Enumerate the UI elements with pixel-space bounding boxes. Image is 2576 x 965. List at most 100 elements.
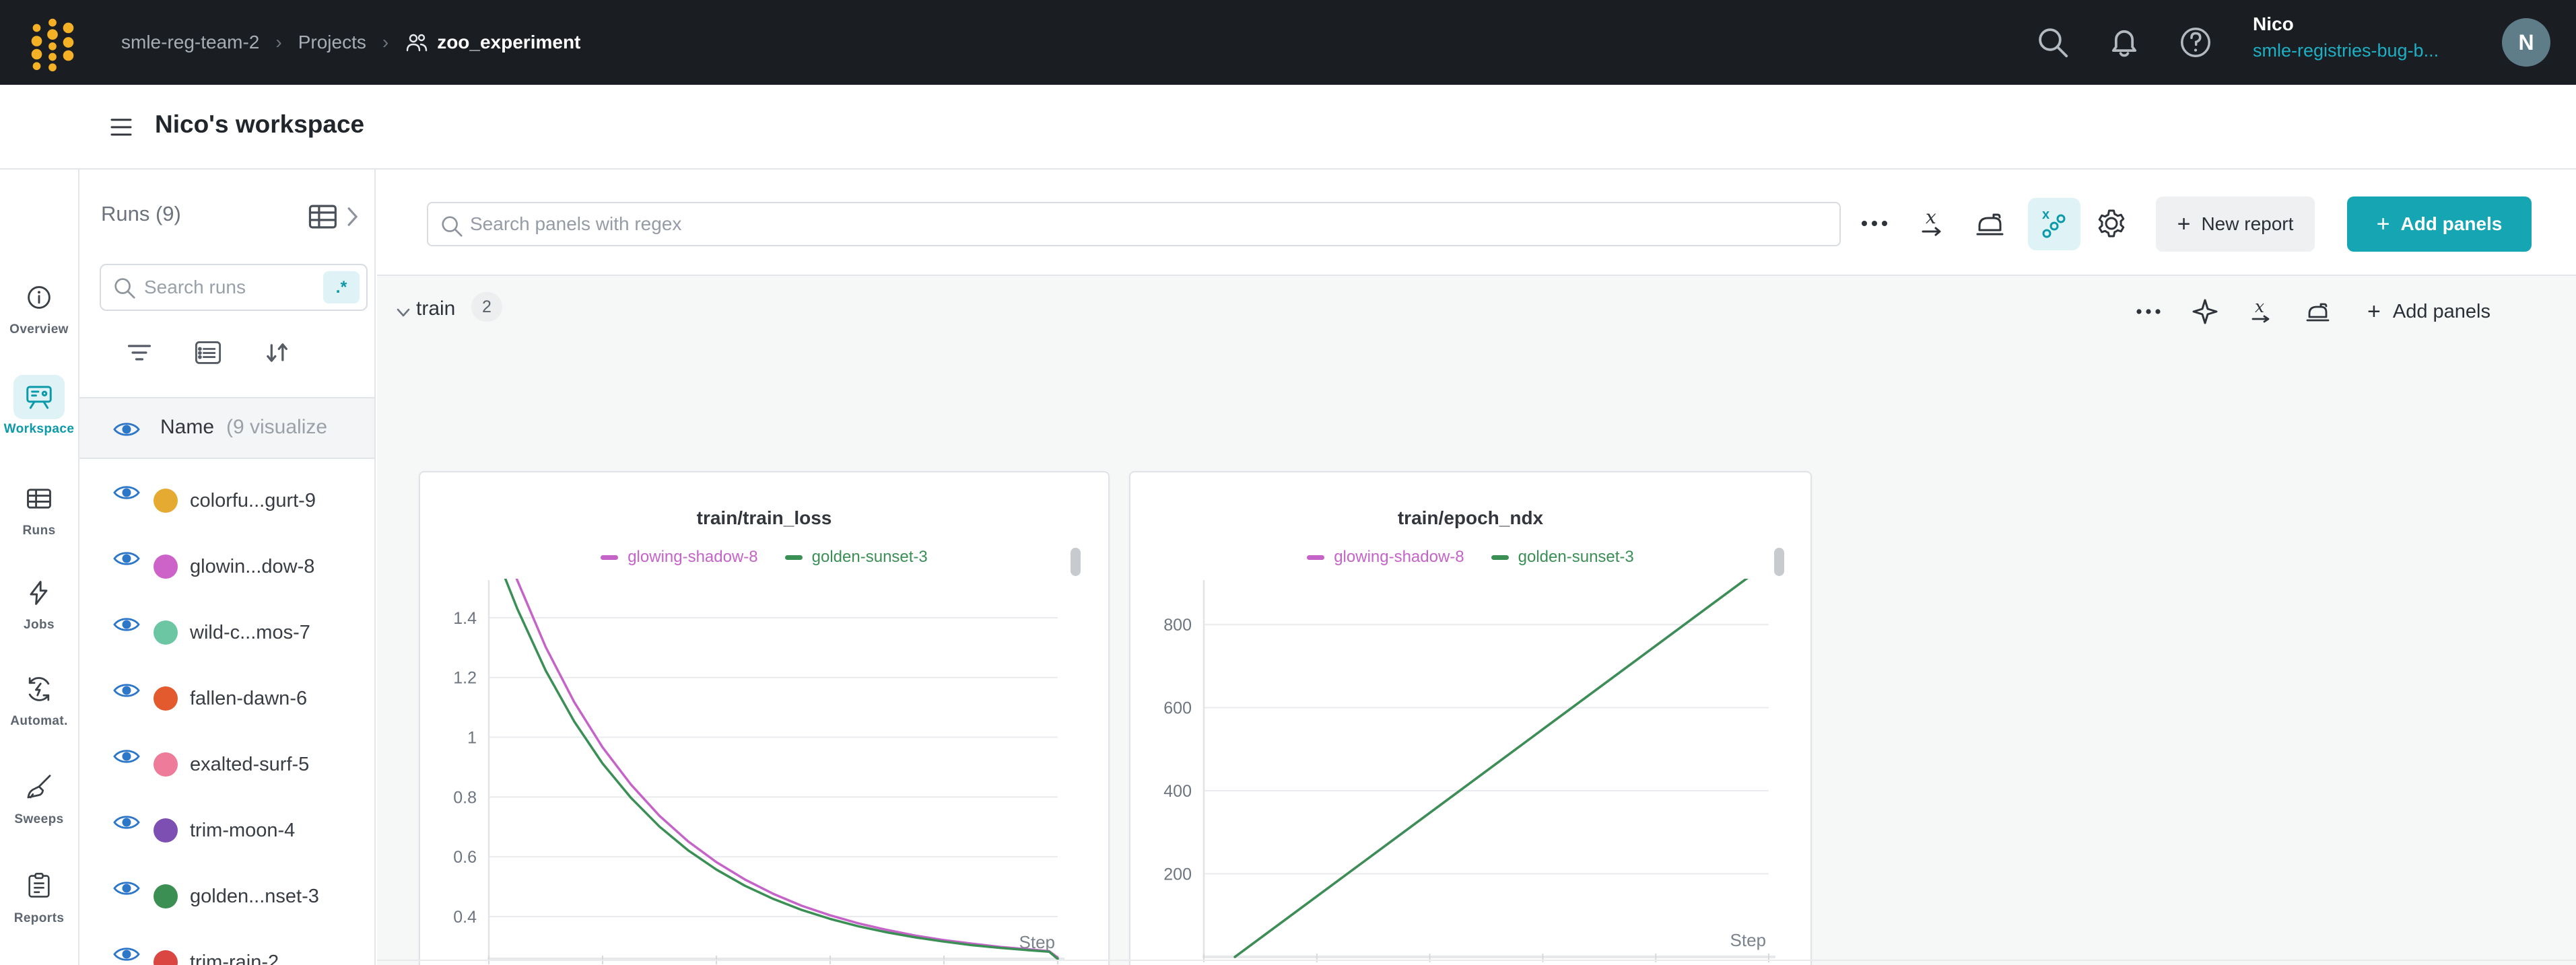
panel-train-loss[interactable]: 1.41.210.80.60.402004006008001kStep trai… (419, 471, 1110, 965)
run-name: trim-rain-2 (190, 952, 279, 965)
point-aggregation-icon[interactable]: x (2028, 198, 2080, 250)
add-panels-button[interactable]: + Add panels (2347, 196, 2532, 252)
legend-dash (1491, 555, 1509, 560)
run-row[interactable]: wild-c...mos-7 (79, 591, 374, 657)
legend-dash (601, 555, 619, 560)
chart-plot-area[interactable]: 1.41.210.80.60.402004006008001kStep (420, 472, 1111, 965)
run-name: glowin...dow-8 (190, 556, 315, 577)
nav-item-sweeps[interactable]: Sweeps (0, 765, 78, 827)
svg-text:0.4: 0.4 (453, 908, 477, 927)
svg-text:x: x (1926, 206, 1936, 228)
panel-search-input[interactable] (470, 203, 1790, 245)
x-axis-label: Step (1730, 930, 1767, 950)
run-name: fallen-dawn-6 (190, 688, 308, 709)
notifications-bell-icon[interactable] (2106, 24, 2142, 61)
run-color-dot (154, 884, 178, 908)
visibility-eye-icon[interactable] (113, 747, 140, 766)
nav-item-automat[interactable]: Automat. (0, 667, 78, 729)
run-name: wild-c...mos-7 (190, 622, 310, 643)
run-row[interactable]: fallen-dawn-6 (79, 657, 374, 723)
svg-text:800: 800 (1163, 616, 1192, 635)
sort-icon[interactable] (261, 338, 292, 367)
visibility-eye-icon[interactable] (113, 681, 140, 700)
run-row[interactable]: glowin...dow-8 (79, 525, 374, 591)
legend-item[interactable]: golden-sunset-3 (1491, 548, 1634, 567)
run-row[interactable]: exalted-surf-5 (79, 723, 374, 789)
settings-gear-icon[interactable] (2093, 205, 2130, 242)
visibility-eye-icon[interactable] (113, 483, 140, 502)
info-icon (28, 286, 50, 309)
runs-count-title: Runs (9) (101, 202, 181, 225)
menu-icon[interactable] (108, 114, 135, 140)
visibility-all-icon[interactable] (113, 420, 140, 439)
nav-item-jobs[interactable]: Jobs (0, 571, 78, 633)
legend-item[interactable]: glowing-shadow-8 (1307, 548, 1464, 567)
run-row[interactable]: trim-moon-4 (79, 789, 374, 855)
chevron-down-icon[interactable] (393, 301, 414, 323)
visibility-eye-icon[interactable] (113, 615, 140, 634)
smoothing-iron-icon[interactable] (2303, 296, 2334, 327)
chart-plot-area[interactable]: 80060040020002004006008001kStep (1130, 472, 1813, 965)
run-color-dot (154, 620, 178, 645)
section-add-panels-button[interactable]: + Add panels (2367, 298, 2490, 324)
new-report-button[interactable]: + New report (2156, 196, 2315, 252)
svg-text:1: 1 (467, 729, 477, 748)
help-icon[interactable] (2177, 24, 2214, 61)
panel-grip-handle[interactable] (1071, 548, 1081, 576)
more-options-icon[interactable] (2133, 296, 2164, 327)
nav-item-workspace[interactable]: Workspace (0, 375, 78, 437)
run-name: trim-moon-4 (190, 820, 296, 841)
svg-text:600: 600 (1163, 699, 1192, 718)
broom-icon (27, 775, 51, 799)
panel-grip-handle[interactable] (1774, 548, 1784, 576)
visibility-eye-icon[interactable] (113, 879, 140, 898)
filter-icon[interactable] (124, 338, 155, 367)
run-color-dot (154, 752, 178, 777)
run-row[interactable]: golden...nset-3 (79, 855, 374, 921)
user-name: Nico (2253, 13, 2294, 34)
breadcrumb-project[interactable]: zoo_experiment (405, 32, 580, 53)
nav-item-overview[interactable]: Overview (0, 275, 78, 337)
regex-toggle[interactable]: .* (323, 271, 360, 303)
plus-icon: + (2367, 298, 2381, 324)
visibility-eye-icon[interactable] (113, 945, 140, 964)
bolt-icon (30, 581, 48, 605)
expand-runs-table-button[interactable] (306, 202, 366, 231)
breadcrumb-team[interactable]: smle-reg-team-2 (121, 32, 260, 52)
legend-item[interactable]: golden-sunset-3 (784, 548, 928, 567)
legend-dash (1307, 555, 1325, 560)
section-divider (377, 960, 2576, 961)
user-org-link[interactable]: smle-registries-bug-b... (2253, 40, 2439, 61)
visibility-eye-icon[interactable] (113, 549, 140, 568)
runs-list-header[interactable]: Name (9 visualize (79, 397, 374, 459)
nav-item-reports[interactable]: Reports (0, 864, 78, 926)
search-icon[interactable] (2035, 24, 2071, 61)
chart-legend: glowing-shadow-8 golden-sunset-3 (420, 548, 1108, 567)
chart-title: train/train_loss (696, 507, 832, 528)
nav-item-artifacts[interactable]: Artifacts (0, 962, 78, 965)
x-axis-settings-icon[interactable]: x (2246, 296, 2277, 327)
legend-item[interactable]: glowing-shadow-8 (601, 548, 758, 567)
section-title[interactable]: train (416, 297, 456, 320)
group-list-icon[interactable] (193, 338, 224, 367)
x-axis-settings-icon[interactable]: x (1913, 205, 1951, 242)
breadcrumb-projects[interactable]: Projects (298, 32, 366, 52)
search-runs-input[interactable] (144, 265, 319, 310)
wandb-logo-icon[interactable] (26, 12, 79, 73)
nav-item-runs[interactable]: Runs (0, 476, 78, 538)
user-menu[interactable]: Nico smle-registries-bug-b... (2253, 13, 2439, 61)
panel-epoch-ndx[interactable]: 80060040020002004006008001kStep train/ep… (1129, 471, 1812, 965)
more-options-icon[interactable] (1856, 205, 1893, 242)
sparkle-icon[interactable] (2190, 296, 2221, 327)
avatar[interactable]: N (2502, 18, 2550, 67)
run-row[interactable]: trim-rain-2 (79, 921, 374, 965)
search-runs-box: .* (100, 264, 368, 311)
visibility-eye-icon[interactable] (113, 813, 140, 832)
team-icon (407, 34, 428, 52)
search-icon (114, 278, 135, 299)
smoothing-iron-icon[interactable] (1971, 205, 2009, 242)
run-row[interactable]: colorfu...gurt-9 (79, 459, 374, 525)
board-icon (26, 386, 52, 409)
table-icon (27, 489, 51, 509)
train-section: train 2 x + Add panels 1.41.210.80.60.40… (377, 275, 2576, 965)
